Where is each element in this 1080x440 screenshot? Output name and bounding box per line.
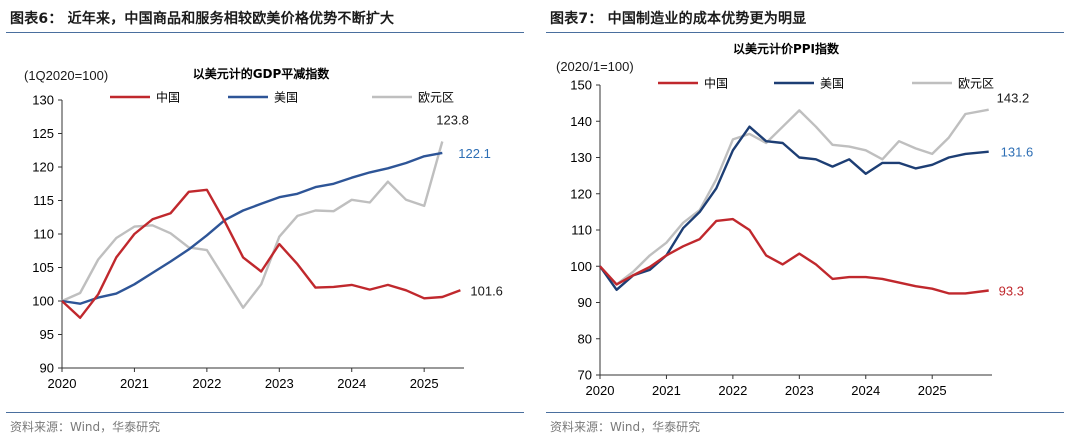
chart-title: 以美元计价PPI指数 [733, 41, 840, 56]
legend-label: 中国 [156, 90, 180, 105]
x-tick-label: 2023 [785, 383, 814, 398]
series-line-2 [61, 141, 444, 309]
end-value-label: 122.1 [458, 146, 491, 161]
gdp-deflator-chart: 以美元计的GDP平减指数 (1Q2020=100) 90 95 100 105 110 115… [24, 66, 503, 391]
legend-label: 美国 [274, 91, 298, 105]
y-tick-label: 90 [578, 295, 592, 310]
x-tick-label: 2023 [265, 376, 294, 391]
y-tick-label: 90 [40, 361, 54, 376]
end-value-label: 93.3 [999, 284, 1024, 299]
y-tick-label: 110 [33, 227, 54, 242]
unit-label: (1Q2020=100) [24, 68, 108, 83]
series-line-0 [61, 188, 461, 319]
x-tick-label: 2024 [337, 376, 366, 391]
ppi-index-chart: 以美元计价PPI指数 (2020/1=100) 70 80 90 100 110 120 130… [556, 41, 1034, 398]
y-tick-label: 120 [32, 160, 54, 175]
source-divider [6, 412, 524, 413]
x-tick-label: 2020 [48, 376, 77, 391]
y-tick-label: 95 [40, 327, 54, 342]
end-value-label: 131.6 [1001, 145, 1034, 160]
figure-6-title: 图表6： 近年来，中国商品和服务相较欧美价格优势不断扩大 [10, 11, 395, 27]
title-divider [546, 32, 1064, 33]
figure-7-source: 资料来源：Wind，华泰研究 [550, 420, 701, 434]
y-tick-label: 150 [570, 78, 592, 93]
x-tick-label: 2022 [192, 376, 221, 391]
end-value-label: 101.6 [470, 283, 503, 298]
y-tick-label: 70 [578, 368, 592, 383]
x-tick-label: 2025 [410, 376, 439, 391]
y-tick-label: 125 [32, 126, 54, 141]
end-value-label: 143.2 [997, 91, 1030, 106]
x-tick-label: 2021 [652, 383, 681, 398]
x-tick-label: 2020 [586, 383, 615, 398]
legend-label: 欧元区 [418, 91, 454, 105]
title-divider [6, 32, 524, 33]
x-tick-label: 2024 [851, 383, 880, 398]
y-tick-label: 100 [32, 294, 54, 309]
series-line-2 [599, 108, 989, 286]
figure-6-source: 资料来源：Wind，华泰研究 [10, 420, 161, 434]
figure-6-panel: 图表6： 近年来，中国商品和服务相较欧美价格优势不断扩大 以美元计的GDP平减指… [6, 0, 530, 440]
source-divider [546, 412, 1064, 413]
y-tick-label: 140 [570, 114, 592, 129]
y-tick-label: 120 [570, 186, 592, 201]
y-tick-label: 130 [32, 93, 54, 108]
series-line-1 [599, 125, 989, 291]
series-line-0 [599, 217, 989, 295]
y-tick-label: 80 [578, 331, 592, 346]
unit-label: (2020/1=100) [556, 59, 634, 74]
x-tick-label: 2022 [718, 383, 747, 398]
legend-label: 中国 [704, 76, 728, 91]
x-tick-label: 2025 [918, 383, 947, 398]
figure-7-title: 图表7： 中国制造业的成本优势更为明显 [550, 11, 807, 27]
y-tick-label: 115 [33, 193, 54, 208]
x-tick-label: 2021 [120, 376, 149, 391]
end-value-label: 123.8 [436, 113, 469, 128]
legend-label: 欧元区 [958, 77, 994, 91]
chart-title: 以美元计的GDP平减指数 [193, 66, 331, 81]
legend-label: 美国 [820, 77, 844, 91]
y-tick-label: 110 [571, 223, 592, 238]
series-line-1 [61, 151, 443, 305]
figure-7-panel: 图表7： 中国制造业的成本优势更为明显 以美元计价PPI指数 (2020/1=10… [546, 0, 1070, 440]
y-tick-label: 130 [570, 150, 592, 165]
y-tick-label: 105 [32, 260, 54, 275]
y-tick-label: 100 [570, 259, 592, 274]
